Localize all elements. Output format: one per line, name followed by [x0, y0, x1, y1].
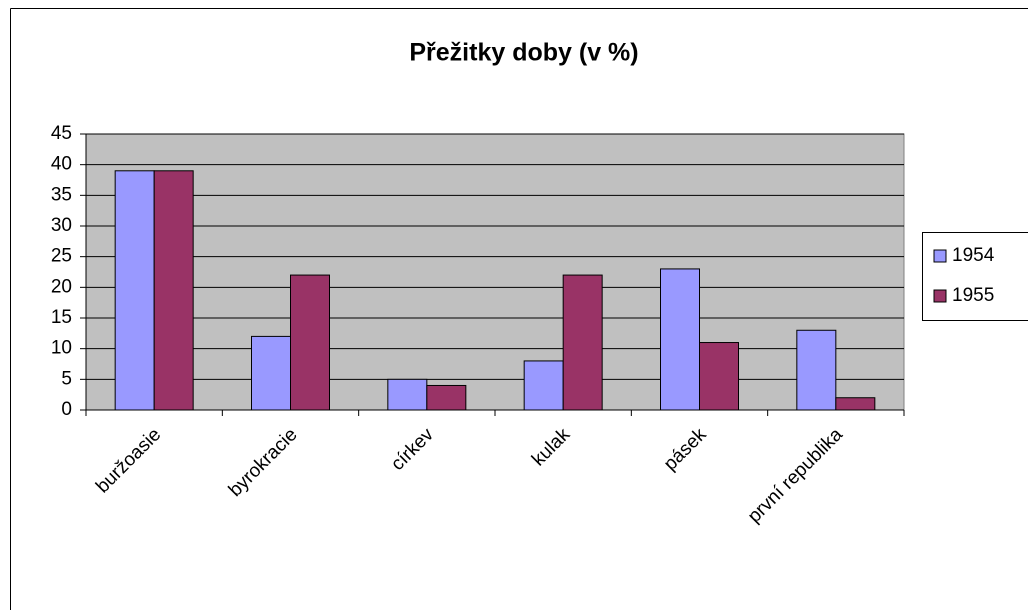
y-tick-label: 45: [51, 123, 72, 144]
y-tick-label: 35: [51, 184, 72, 205]
bar: [251, 335, 291, 411]
bar: [290, 274, 330, 411]
y-tick-label: 20: [51, 276, 72, 297]
bar: [523, 360, 564, 411]
y-tick-label: 0: [61, 399, 72, 420]
bar: [114, 170, 155, 411]
y-tick-label: 40: [51, 154, 72, 175]
y-tick-label: 10: [51, 338, 72, 359]
y-tick-label: 30: [51, 215, 72, 236]
bar: [660, 268, 700, 411]
y-tick-label: 25: [51, 246, 72, 267]
bar: [562, 274, 603, 411]
bar: [796, 329, 837, 411]
legend-swatch: [933, 249, 947, 263]
legend-label: 1955: [952, 285, 994, 306]
bar: [426, 384, 467, 411]
bar: [387, 378, 428, 411]
legend-label: 1954: [952, 245, 995, 266]
bar: [835, 397, 876, 411]
legend: [922, 232, 1028, 321]
plot-area: [85, 133, 905, 411]
legend-swatch: [933, 289, 947, 303]
chart-title: Přežitky doby (v %): [409, 39, 638, 67]
bar: [699, 342, 739, 411]
y-tick-label: 5: [61, 368, 72, 389]
bar: [153, 170, 194, 411]
y-tick-label: 15: [51, 307, 72, 328]
